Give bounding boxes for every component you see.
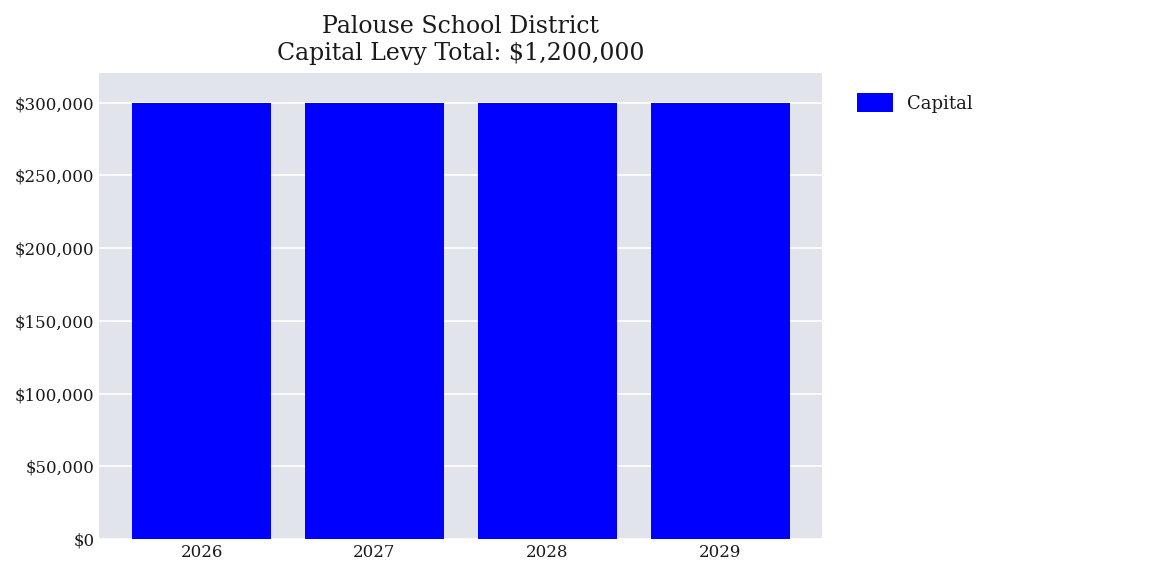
Bar <box>132 103 271 539</box>
Bar <box>305 103 444 539</box>
Legend: Capital: Capital <box>846 82 984 123</box>
Bar <box>651 103 789 539</box>
Bar <box>478 103 616 539</box>
Title: Palouse School District
Capital Levy Total: $1,200,000: Palouse School District Capital Levy Tot… <box>278 15 645 65</box>
